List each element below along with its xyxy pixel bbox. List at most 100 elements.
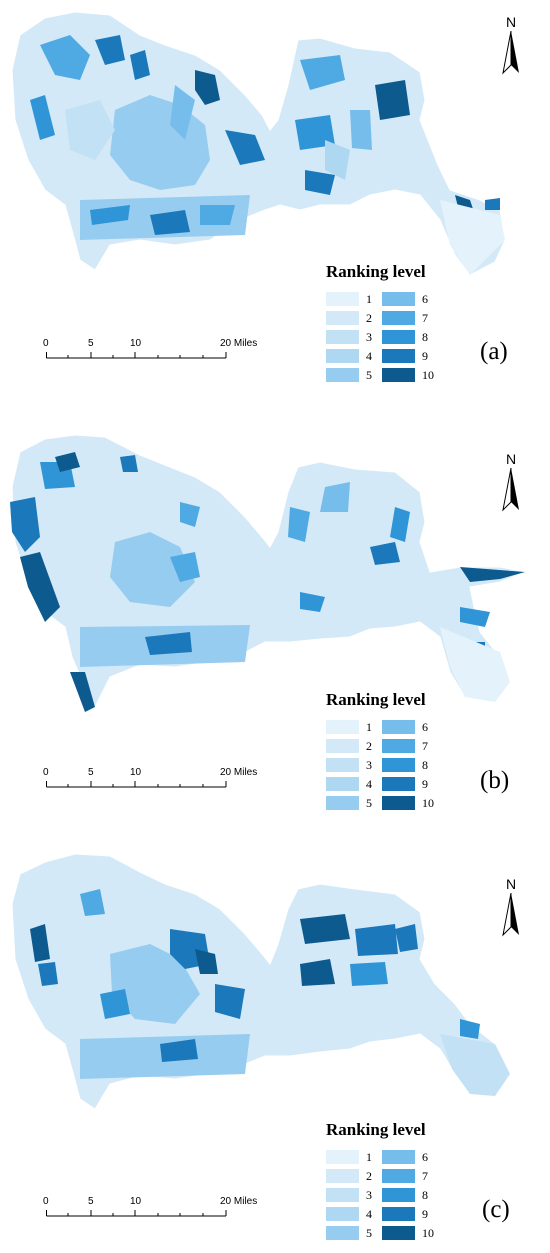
legend-swatch-8 — [382, 1188, 415, 1202]
region — [440, 1034, 510, 1096]
legend-label-5: 5 — [366, 1226, 372, 1240]
legend-label-10: 10 — [422, 796, 434, 810]
scale-tick-label: 5 — [88, 338, 94, 349]
legend-label-8: 8 — [422, 758, 428, 772]
legend-swatch-10 — [382, 796, 415, 810]
legend-label-7: 7 — [422, 1169, 428, 1183]
legend-swatch-3 — [326, 758, 359, 772]
region — [180, 502, 200, 527]
legend-label-10: 10 — [422, 1226, 434, 1240]
north-arrow-icon — [502, 31, 519, 75]
legend-title: Ranking level — [326, 690, 426, 709]
north-arrow: N — [500, 876, 530, 937]
region — [195, 949, 218, 974]
legend-swatch-10 — [382, 368, 415, 382]
region — [170, 85, 195, 140]
region — [460, 1019, 480, 1039]
legend-label-10: 10 — [422, 368, 434, 382]
region — [30, 95, 55, 140]
region — [65, 100, 115, 160]
scale-tick-label: 10 — [130, 338, 142, 349]
region — [120, 455, 138, 472]
legend-swatch-1 — [326, 292, 359, 306]
legend-swatch-2 — [326, 1169, 359, 1183]
legend-label-3: 3 — [366, 330, 372, 344]
legend-swatch-6 — [382, 292, 415, 306]
region — [40, 35, 90, 80]
legend-swatch-7 — [382, 739, 415, 753]
scale-tick-label: 0 — [43, 767, 49, 778]
legend-swatch-9 — [382, 349, 415, 363]
choropleth-map-b — [10, 434, 527, 712]
region — [300, 55, 345, 90]
region — [145, 632, 192, 655]
region — [300, 592, 325, 612]
scale-tick-label: 0 — [43, 338, 49, 349]
legend-label-3: 3 — [366, 758, 372, 772]
choropleth-map-c — [11, 853, 511, 1110]
scale-bar-line — [46, 352, 227, 359]
region — [70, 672, 95, 712]
legend-swatch-8 — [382, 758, 415, 772]
legend-label-1: 1 — [366, 1150, 372, 1164]
region — [485, 198, 500, 210]
legend-swatch-4 — [326, 349, 359, 363]
region — [160, 1039, 198, 1062]
north-arrow: N — [500, 14, 530, 75]
scale-bar-line — [46, 781, 227, 788]
legend-swatch-1 — [326, 1150, 359, 1164]
region — [110, 532, 195, 607]
legend-label-4: 4 — [366, 1207, 372, 1221]
region — [130, 50, 150, 80]
region — [150, 210, 190, 235]
legend-label-4: 4 — [366, 349, 372, 363]
region — [100, 989, 130, 1019]
scale-tick-label: 0 — [43, 1196, 49, 1207]
region — [200, 205, 235, 225]
map-panel-b: N Ranking level 1 2 3 4 5 6 7 8 9 10 0 5… — [0, 417, 550, 834]
legend-swatch-7 — [382, 1169, 415, 1183]
legend-label-2: 2 — [366, 1169, 372, 1183]
legend-label-1: 1 — [366, 720, 372, 734]
region — [460, 607, 490, 627]
scale-bar: 0 5 10 20 Miles — [43, 1196, 266, 1218]
map-panel-a: N Ranking level 1 2 3 4 5 6 7 8 9 10 0 5… — [0, 0, 550, 417]
legend-label-3: 3 — [366, 1188, 372, 1202]
legend-swatch-5 — [326, 796, 359, 810]
legend-label-7: 7 — [422, 311, 428, 325]
north-label: N — [505, 451, 517, 467]
scale-tick-label: 5 — [88, 767, 94, 778]
choropleth-map-a — [11, 11, 506, 276]
region — [390, 507, 410, 542]
legend-swatch-8 — [382, 330, 415, 344]
legend-label-8: 8 — [422, 1188, 428, 1202]
map-panel-c: N Ranking level 1 2 3 4 5 6 7 8 9 10 0 5… — [0, 834, 550, 1251]
legend-label-2: 2 — [366, 739, 372, 753]
legend-swatch-5 — [326, 1226, 359, 1240]
legend-label-7: 7 — [422, 739, 428, 753]
scale-tick-label: 20 Miles — [220, 767, 258, 778]
legend: 1 2 3 4 5 6 7 8 9 10 — [326, 1150, 456, 1245]
legend-swatch-9 — [382, 777, 415, 791]
region — [370, 542, 400, 565]
scale-bar: 0 5 10 20 Miles — [43, 767, 266, 789]
legend-label-5: 5 — [366, 796, 372, 810]
region — [300, 959, 335, 986]
legend-swatch-2 — [326, 311, 359, 325]
region — [20, 552, 60, 622]
legend-title: Ranking level — [326, 262, 426, 281]
panel-label-c: (c) — [482, 1196, 510, 1223]
legend-swatch-7 — [382, 311, 415, 325]
legend-label-4: 4 — [366, 777, 372, 791]
legend-label-8: 8 — [422, 330, 428, 344]
region — [325, 140, 350, 180]
legend-swatch-4 — [326, 1207, 359, 1221]
region — [440, 200, 505, 275]
scale-tick-label: 20 Miles — [220, 1196, 258, 1207]
legend-label-6: 6 — [422, 720, 428, 734]
legend-label-6: 6 — [422, 1150, 428, 1164]
region — [215, 984, 245, 1019]
north-label: N — [505, 14, 517, 30]
north-label: N — [505, 876, 517, 892]
region — [10, 497, 40, 552]
